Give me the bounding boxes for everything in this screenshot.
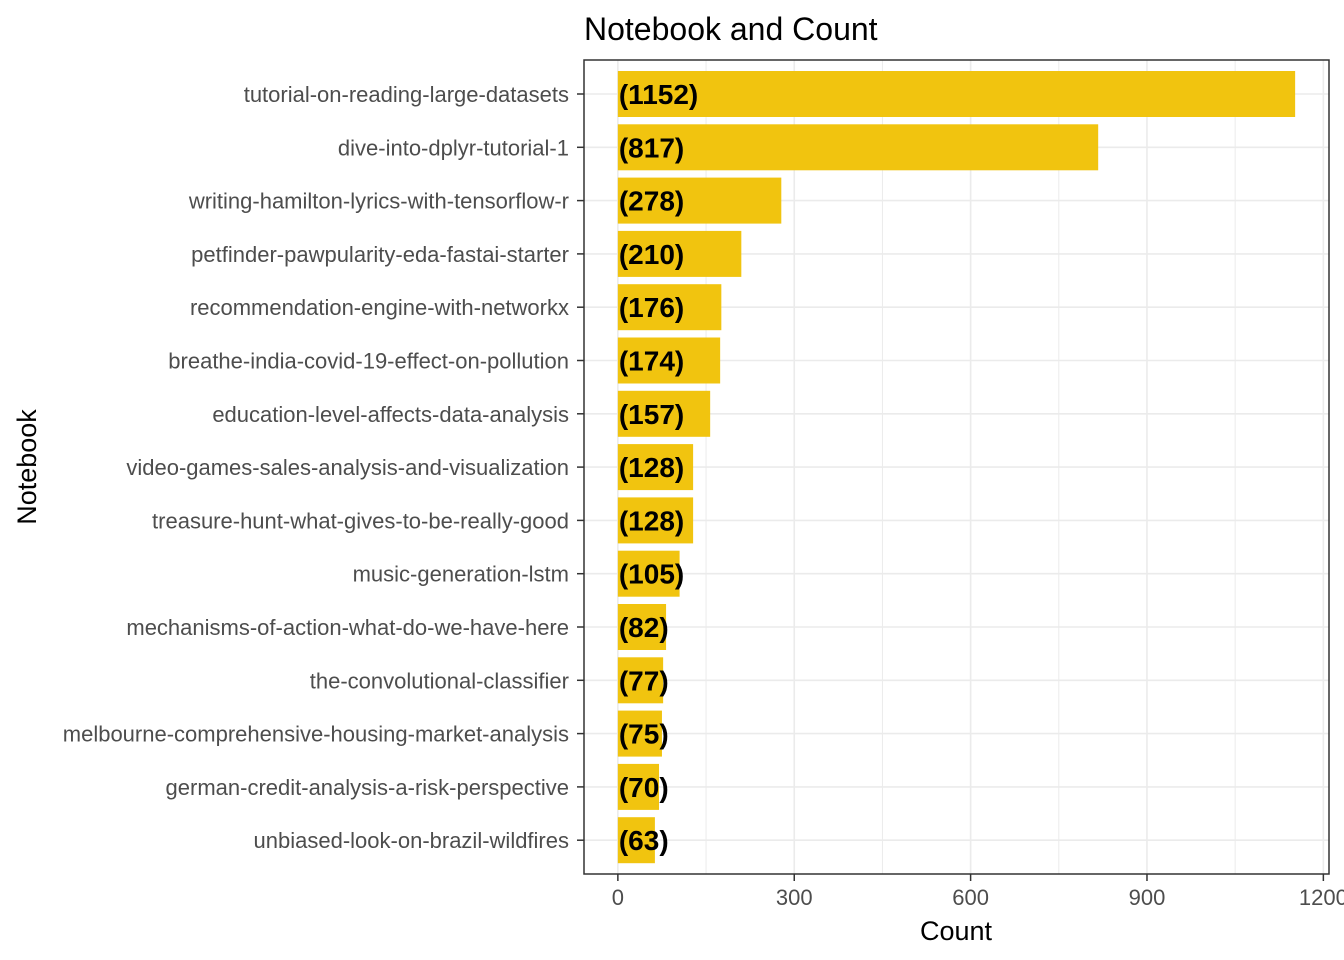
y-category-label: mechanisms-of-action-what-do-we-have-her…: [126, 615, 569, 640]
y-category-label: unbiased-look-on-brazil-wildfires: [254, 828, 569, 853]
bar: [617, 657, 664, 704]
y-category-label: dive-into-dplyr-tutorial-1: [338, 135, 569, 160]
bar: [617, 710, 662, 757]
bar-data-label: (817): [619, 132, 684, 163]
bar: [617, 763, 660, 810]
data-labels: (1152) (817) (278) (210) (176) (174) (157) (128…: [619, 79, 698, 856]
y-category-label: treasure-hunt-what-gives-to-be-really-go…: [152, 508, 569, 533]
bar-data-label: (105): [619, 559, 684, 590]
y-category-label: music-generation-lstm: [353, 562, 569, 587]
bar-data-label: (75): [619, 719, 669, 750]
bar-data-label: (210): [619, 239, 684, 270]
bar: [617, 497, 694, 544]
bar: [617, 124, 1099, 171]
bar: [617, 390, 711, 437]
x-tick-label: 900: [1129, 885, 1166, 910]
bar-data-label: (278): [619, 186, 684, 217]
bar: [617, 604, 667, 650]
bar-data-label: (176): [619, 292, 684, 323]
bar: [617, 550, 680, 597]
y-category-label: education-level-affects-data-analysis: [212, 402, 569, 427]
y-category-label: petfinder-pawpularity-eda-fastai-starter: [191, 242, 569, 267]
bar-data-label: (128): [619, 505, 684, 536]
y-category-label: recommendation-engine-with-networkx: [190, 295, 569, 320]
bar: [617, 337, 721, 384]
x-tick-label: 0: [612, 885, 624, 910]
y-axis-categories: tutorial-on-reading-large-datasets dive-i…: [63, 82, 584, 853]
bar-data-label: (82): [619, 612, 669, 643]
bars: [617, 71, 1296, 864]
bar-data-label: (1152): [619, 79, 698, 110]
y-category-label: tutorial-on-reading-large-datasets: [244, 82, 569, 107]
bar-data-label: (174): [619, 346, 684, 377]
bar: [617, 817, 655, 864]
bar-data-label: (77): [619, 665, 669, 696]
bar: [617, 444, 694, 491]
y-category-label: writing-hamilton-lyrics-with-tensorflow-…: [188, 189, 569, 214]
x-tick-label: 600: [952, 885, 989, 910]
x-tick-label: 300: [776, 885, 813, 910]
bar-data-label: (157): [619, 399, 684, 430]
bar: [617, 230, 742, 277]
bar-data-label: (63): [619, 825, 669, 856]
bar: [617, 177, 782, 224]
y-category-label: the-convolutional-classifier: [310, 668, 569, 693]
y-category-label: german-credit-analysis-a-risk-perspectiv…: [166, 775, 569, 800]
bar-data-label: (128): [619, 452, 684, 483]
bar: [617, 284, 722, 331]
bar: [617, 71, 1296, 117]
y-category-label: video-games-sales-analysis-and-visualiza…: [126, 455, 569, 480]
chart-title: Notebook and Count: [584, 11, 878, 47]
y-category-label: melbourne-comprehensive-housing-market-a…: [63, 722, 569, 747]
x-axis-title: Count: [920, 916, 993, 946]
y-category-label: breathe-india-covid-19-effect-on-polluti…: [168, 349, 569, 374]
x-tick-label: 1200: [1299, 885, 1344, 910]
y-axis-title: Notebook: [12, 409, 42, 525]
x-axis-ticks: 0 300 600 900 1200: [612, 874, 1344, 910]
bar-data-label: (70): [619, 772, 669, 803]
